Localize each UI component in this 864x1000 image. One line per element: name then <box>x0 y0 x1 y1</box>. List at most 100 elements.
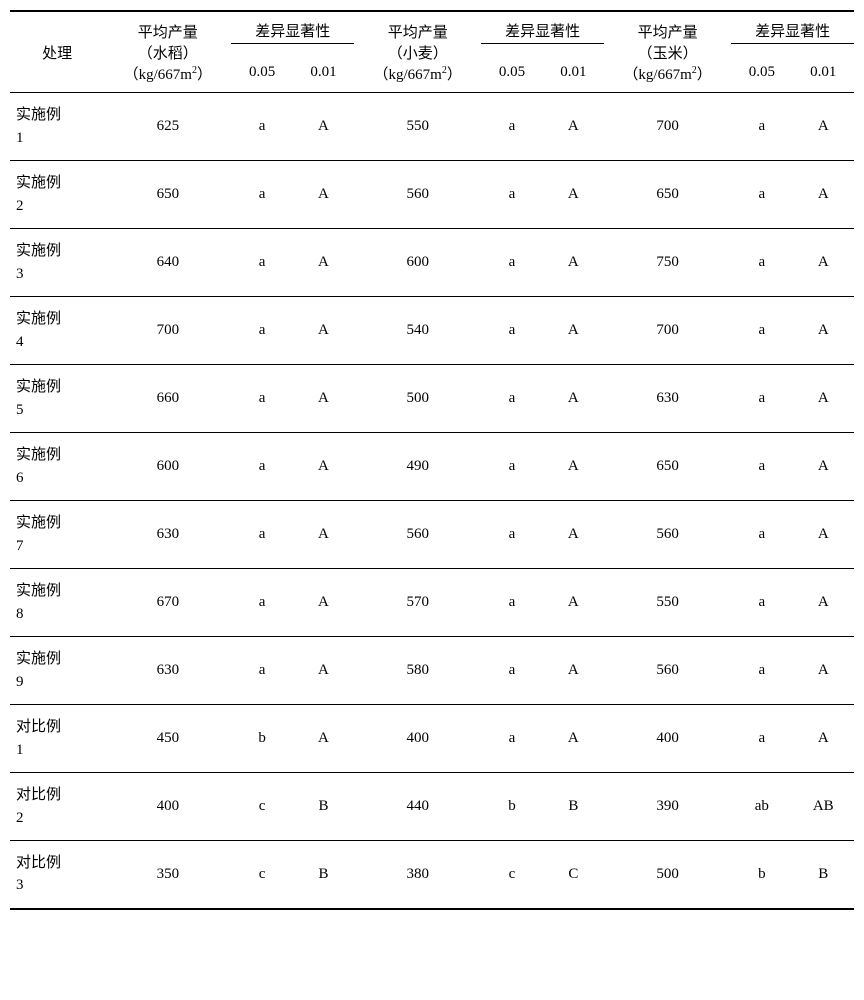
sig05-wheat-cell: a <box>481 229 542 297</box>
sig01-rice-cell: B <box>293 773 354 841</box>
sig05-corn-cell: a <box>731 93 792 161</box>
table-row: 对比例3350cB380cC500bB <box>10 841 854 909</box>
sig01-rice-cell: B <box>293 841 354 909</box>
yield-wheat-cell: 570 <box>354 569 481 637</box>
sig05-wheat-cell: b <box>481 773 542 841</box>
table-row: 对比例2400cB440bB390abAB <box>10 773 854 841</box>
treatment-cell: 对比例1 <box>10 705 104 773</box>
sig01-wheat-cell: A <box>543 433 604 501</box>
col-header-sig-rice: 差异显著性 <box>231 11 354 52</box>
sig01-rice-cell: A <box>293 705 354 773</box>
yield-corn-cell: 560 <box>604 501 731 569</box>
sig05-rice-cell: a <box>231 569 292 637</box>
sig01-corn-cell: A <box>793 569 854 637</box>
yield-corn-line1: 平均产量 <box>604 21 731 42</box>
sig05-corn-cell: a <box>731 501 792 569</box>
sig01-wheat-cell: C <box>543 841 604 909</box>
table-row: 实施例9630aA580aA560aA <box>10 637 854 705</box>
sig01-corn-cell: A <box>793 161 854 229</box>
yield-corn-cell: 560 <box>604 637 731 705</box>
sig05-rice-cell: a <box>231 229 292 297</box>
sig05-wheat-cell: a <box>481 161 542 229</box>
sig05-rice-cell: b <box>231 705 292 773</box>
table-row: 实施例6600aA490aA650aA <box>10 433 854 501</box>
yield-rice-cell: 600 <box>104 433 231 501</box>
sig01-rice-cell: A <box>293 365 354 433</box>
sig05-wheat-cell: a <box>481 569 542 637</box>
treatment-cell: 实施例5 <box>10 365 104 433</box>
sig01-rice-cell: A <box>293 501 354 569</box>
sig05-corn-cell: a <box>731 705 792 773</box>
treatment-cell: 实施例2 <box>10 161 104 229</box>
yield-rice-unit: （kg/667m2） <box>104 63 231 84</box>
sig05-rice-cell: a <box>231 637 292 705</box>
sig-group-rice: 差异显著性 <box>231 20 354 44</box>
treatment-cell: 实施例8 <box>10 569 104 637</box>
sig01-corn: 0.01 <box>793 52 854 93</box>
yield-corn-cell: 700 <box>604 93 731 161</box>
treatment-cell: 实施例3 <box>10 229 104 297</box>
sig01-wheat-cell: A <box>543 501 604 569</box>
table-row: 实施例1625aA550aA700aA <box>10 93 854 161</box>
treatment-cell: 实施例4 <box>10 297 104 365</box>
yield-wheat-cell: 540 <box>354 297 481 365</box>
sig01-corn-cell: A <box>793 433 854 501</box>
yield-rice-cell: 630 <box>104 637 231 705</box>
sig05-rice-cell: a <box>231 433 292 501</box>
yield-rice-cell: 350 <box>104 841 231 909</box>
yield-rice-cell: 400 <box>104 773 231 841</box>
sig01-corn-cell: AB <box>793 773 854 841</box>
sig01-corn-cell: A <box>793 365 854 433</box>
sig05-corn-cell: b <box>731 841 792 909</box>
table-row: 实施例4700aA540aA700aA <box>10 297 854 365</box>
table-row: 对比例1450bA400aA400aA <box>10 705 854 773</box>
sig01-rice-cell: A <box>293 93 354 161</box>
sig05-wheat-cell: a <box>481 297 542 365</box>
sig05-corn-cell: a <box>731 569 792 637</box>
yield-corn-cell: 650 <box>604 161 731 229</box>
col-header-yield-corn: 平均产量 （玉米） （kg/667m2） <box>604 11 731 93</box>
table-row: 实施例8670aA570aA550aA <box>10 569 854 637</box>
sig-group-wheat: 差异显著性 <box>481 20 604 44</box>
yield-rice-cell: 625 <box>104 93 231 161</box>
sig05-corn-cell: ab <box>731 773 792 841</box>
yield-rice-cell: 660 <box>104 365 231 433</box>
sig05-rice-cell: a <box>231 93 292 161</box>
sig05-corn-cell: a <box>731 161 792 229</box>
yield-rice-cell: 450 <box>104 705 231 773</box>
sig01-wheat-cell: B <box>543 773 604 841</box>
yield-wheat-cell: 380 <box>354 841 481 909</box>
sig05-rice: 0.05 <box>231 52 292 93</box>
yield-wheat-cell: 490 <box>354 433 481 501</box>
sig01-corn-cell: A <box>793 297 854 365</box>
table-row: 实施例7630aA560aA560aA <box>10 501 854 569</box>
sig01-corn-cell: A <box>793 229 854 297</box>
sig05-corn-cell: a <box>731 229 792 297</box>
sig01-wheat-cell: A <box>543 637 604 705</box>
header-treatment-label: 处理 <box>42 46 72 62</box>
sig01-wheat-cell: A <box>543 93 604 161</box>
sig01-rice: 0.01 <box>293 52 354 93</box>
sig05-rice-cell: c <box>231 841 292 909</box>
yield-rice-line2: （水稻） <box>104 42 231 63</box>
sig01-wheat-cell: A <box>543 569 604 637</box>
table-row: 实施例5660aA500aA630aA <box>10 365 854 433</box>
yield-wheat-line1: 平均产量 <box>354 21 481 42</box>
sig05-rice-cell: a <box>231 161 292 229</box>
sig01-corn-cell: A <box>793 501 854 569</box>
yield-corn-line2: （玉米） <box>604 42 731 63</box>
sig01-corn-cell: A <box>793 637 854 705</box>
treatment-cell: 实施例9 <box>10 637 104 705</box>
yield-wheat-cell: 600 <box>354 229 481 297</box>
yield-wheat-cell: 560 <box>354 161 481 229</box>
table-row: 实施例2650aA560aA650aA <box>10 161 854 229</box>
treatment-cell: 实施例7 <box>10 501 104 569</box>
col-header-sig-corn: 差异显著性 <box>731 11 854 52</box>
sig01-corn-cell: A <box>793 705 854 773</box>
sig01-rice-cell: A <box>293 297 354 365</box>
sig05-wheat-cell: a <box>481 501 542 569</box>
sig01-corn-cell: B <box>793 841 854 909</box>
sig01-wheat-cell: A <box>543 297 604 365</box>
yield-wheat-unit: （kg/667m2） <box>354 63 481 84</box>
sig05-rice-cell: a <box>231 501 292 569</box>
